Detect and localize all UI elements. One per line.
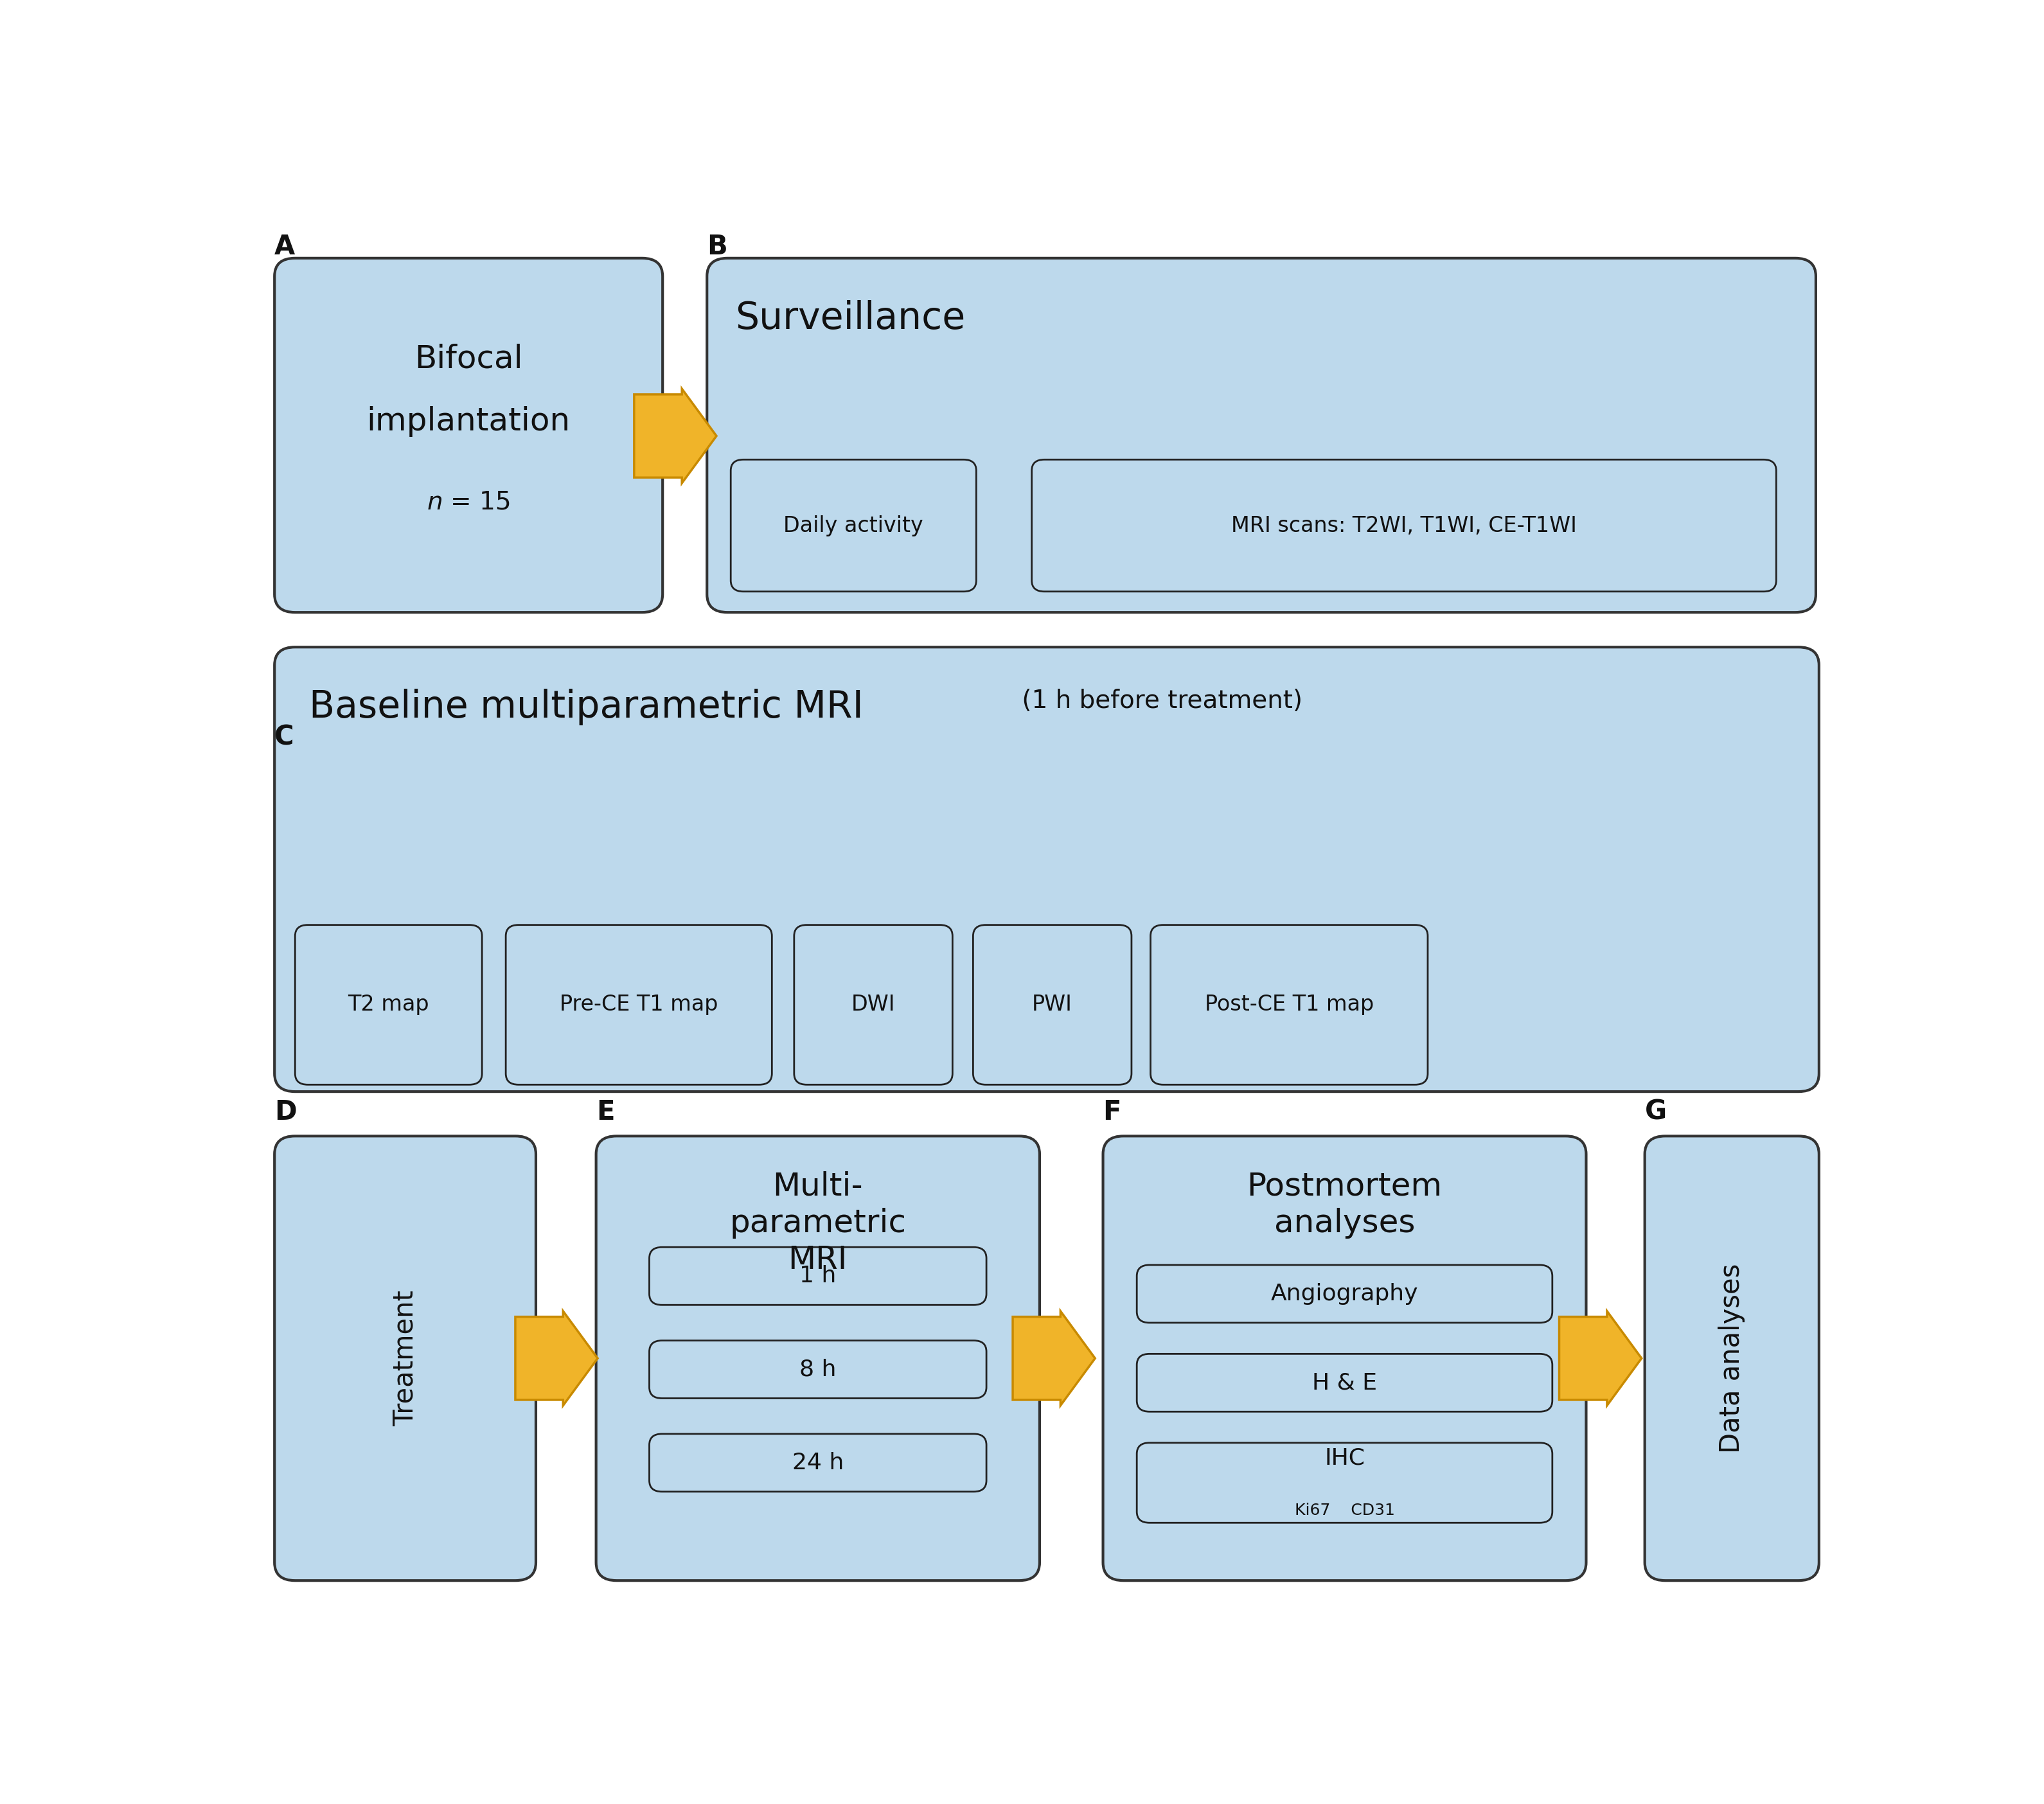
FancyBboxPatch shape [650, 1340, 987, 1398]
FancyBboxPatch shape [1032, 460, 1776, 592]
FancyBboxPatch shape [597, 1137, 1040, 1580]
Text: F: F [1104, 1099, 1122, 1126]
FancyBboxPatch shape [1645, 1137, 1819, 1580]
Text: Multi-
parametric
MRI: Multi- parametric MRI [730, 1171, 905, 1275]
FancyBboxPatch shape [973, 925, 1132, 1084]
Text: Surveillance: Surveillance [736, 299, 965, 336]
FancyBboxPatch shape [650, 1434, 987, 1492]
Text: IHC: IHC [1325, 1447, 1365, 1468]
FancyBboxPatch shape [274, 258, 662, 612]
Text: E: E [597, 1099, 615, 1126]
Text: DWI: DWI [850, 994, 895, 1016]
Text: 24 h: 24 h [791, 1452, 844, 1474]
FancyBboxPatch shape [294, 925, 482, 1084]
FancyBboxPatch shape [1136, 1443, 1551, 1523]
Text: Ki67    CD31: Ki67 CD31 [1294, 1503, 1394, 1519]
Text: Baseline multiparametric MRI: Baseline multiparametric MRI [309, 689, 865, 725]
FancyBboxPatch shape [1151, 925, 1427, 1084]
Text: MRI scans: T2WI, T1WI, CE-T1WI: MRI scans: T2WI, T1WI, CE-T1WI [1230, 514, 1576, 536]
Text: Bifocal: Bifocal [415, 343, 523, 373]
Text: T2 map: T2 map [347, 994, 429, 1016]
FancyBboxPatch shape [274, 648, 1819, 1091]
FancyBboxPatch shape [650, 1247, 987, 1304]
Text: Post-CE T1 map: Post-CE T1 map [1204, 994, 1374, 1016]
Text: A: A [274, 233, 294, 260]
FancyBboxPatch shape [1136, 1353, 1551, 1413]
Text: Treatment: Treatment [392, 1290, 419, 1427]
Text: H & E: H & E [1312, 1371, 1378, 1394]
FancyBboxPatch shape [1104, 1137, 1586, 1580]
Text: B: B [707, 233, 728, 260]
Polygon shape [634, 388, 717, 483]
Polygon shape [1560, 1312, 1641, 1405]
Text: 1 h: 1 h [799, 1265, 836, 1286]
Text: $\it{n}$ = 15: $\it{n}$ = 15 [427, 489, 511, 514]
FancyBboxPatch shape [274, 1137, 536, 1580]
Text: PWI: PWI [1032, 994, 1073, 1016]
FancyBboxPatch shape [793, 925, 953, 1084]
Text: (1 h before treatment): (1 h before treatment) [1014, 689, 1302, 713]
Text: Angiography: Angiography [1271, 1283, 1419, 1304]
Text: Postmortem
analyses: Postmortem analyses [1247, 1171, 1443, 1239]
Text: 8 h: 8 h [799, 1358, 836, 1380]
Text: Daily activity: Daily activity [783, 514, 924, 536]
Text: D: D [274, 1099, 296, 1126]
FancyBboxPatch shape [732, 460, 977, 592]
FancyBboxPatch shape [707, 258, 1815, 612]
Text: G: G [1645, 1099, 1666, 1126]
Text: Data analyses: Data analyses [1719, 1263, 1746, 1454]
Polygon shape [515, 1312, 597, 1405]
FancyBboxPatch shape [505, 925, 773, 1084]
Text: implantation: implantation [366, 406, 570, 437]
Polygon shape [1012, 1312, 1096, 1405]
Text: C: C [274, 723, 294, 750]
Text: Pre-CE T1 map: Pre-CE T1 map [560, 994, 717, 1016]
FancyBboxPatch shape [1136, 1265, 1551, 1322]
